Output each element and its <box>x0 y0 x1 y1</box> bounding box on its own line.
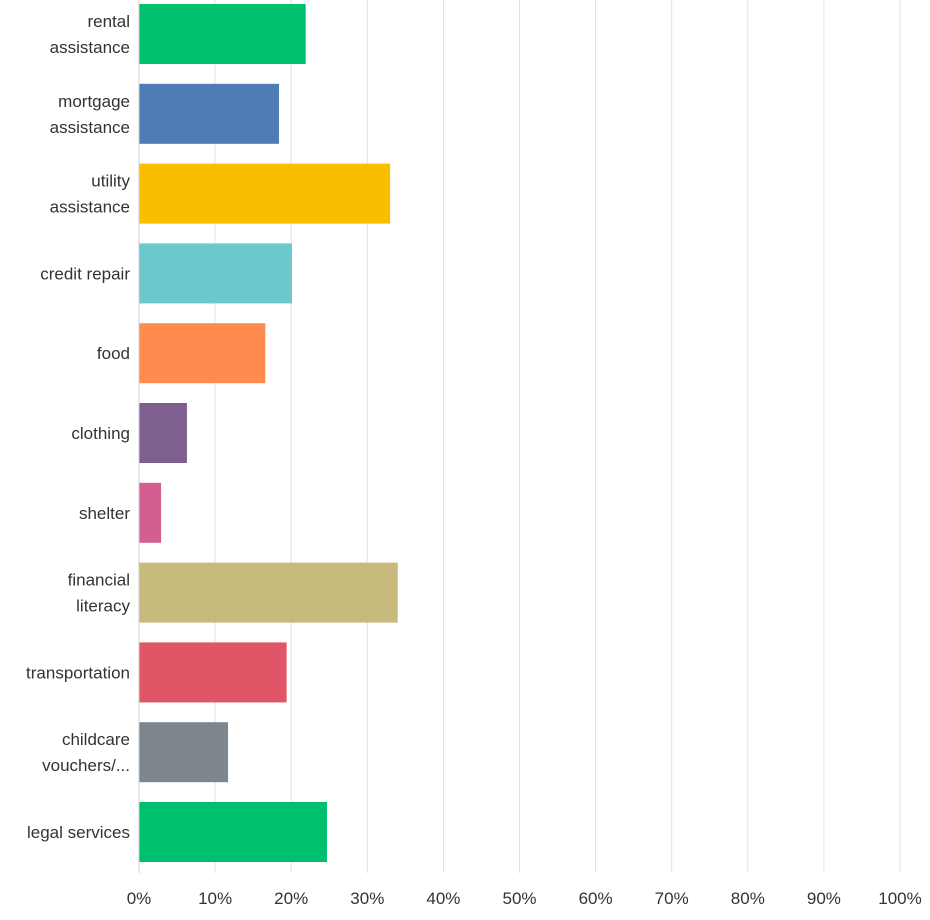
x-tick-label: 0% <box>127 889 152 908</box>
bar <box>139 722 229 783</box>
category-label: mortgage <box>58 92 130 111</box>
category-label: credit repair <box>40 264 130 283</box>
grid-lines <box>214 0 901 873</box>
category-label: literacy <box>76 597 130 616</box>
category-labels: rental assistance mortgage assistance utilit… <box>26 12 130 842</box>
category-label: vouchers/... <box>42 756 130 775</box>
category-label: assistance <box>50 38 130 57</box>
category-label: rental <box>87 12 130 31</box>
bar <box>139 163 391 224</box>
category-label: legal services <box>27 823 130 842</box>
category-label: childcare <box>62 730 130 749</box>
x-tick-label: 20% <box>274 889 308 908</box>
bars <box>139 4 398 862</box>
bar <box>139 482 162 543</box>
category-label: transportation <box>26 663 130 682</box>
x-tick-label: 100% <box>878 889 921 908</box>
x-tick-label: 90% <box>807 889 841 908</box>
category-label: shelter <box>79 504 130 523</box>
category-label: food <box>97 344 130 363</box>
x-tick-label: 50% <box>502 889 536 908</box>
x-tick-label: 40% <box>426 889 460 908</box>
bar <box>139 403 187 463</box>
x-tick-label: 10% <box>198 889 232 908</box>
x-tick-label: 70% <box>655 889 689 908</box>
x-tick-label: 80% <box>731 889 765 908</box>
bar <box>139 642 287 703</box>
bar <box>139 83 280 144</box>
bar <box>139 802 327 862</box>
bar <box>139 243 292 304</box>
x-tick-label: 30% <box>350 889 384 908</box>
category-label: assistance <box>50 118 130 137</box>
x-axis-tick-labels: 0% 10% 20% 30% 40% 50% 60% 70% 80% 90% 100% <box>127 889 922 908</box>
category-label: utility <box>91 172 130 191</box>
category-label: assistance <box>50 198 130 217</box>
category-label: financial <box>68 571 130 590</box>
bar <box>139 562 398 623</box>
x-tick-label: 60% <box>579 889 613 908</box>
bar <box>139 4 306 64</box>
category-label: clothing <box>71 424 130 443</box>
bar <box>139 323 266 384</box>
